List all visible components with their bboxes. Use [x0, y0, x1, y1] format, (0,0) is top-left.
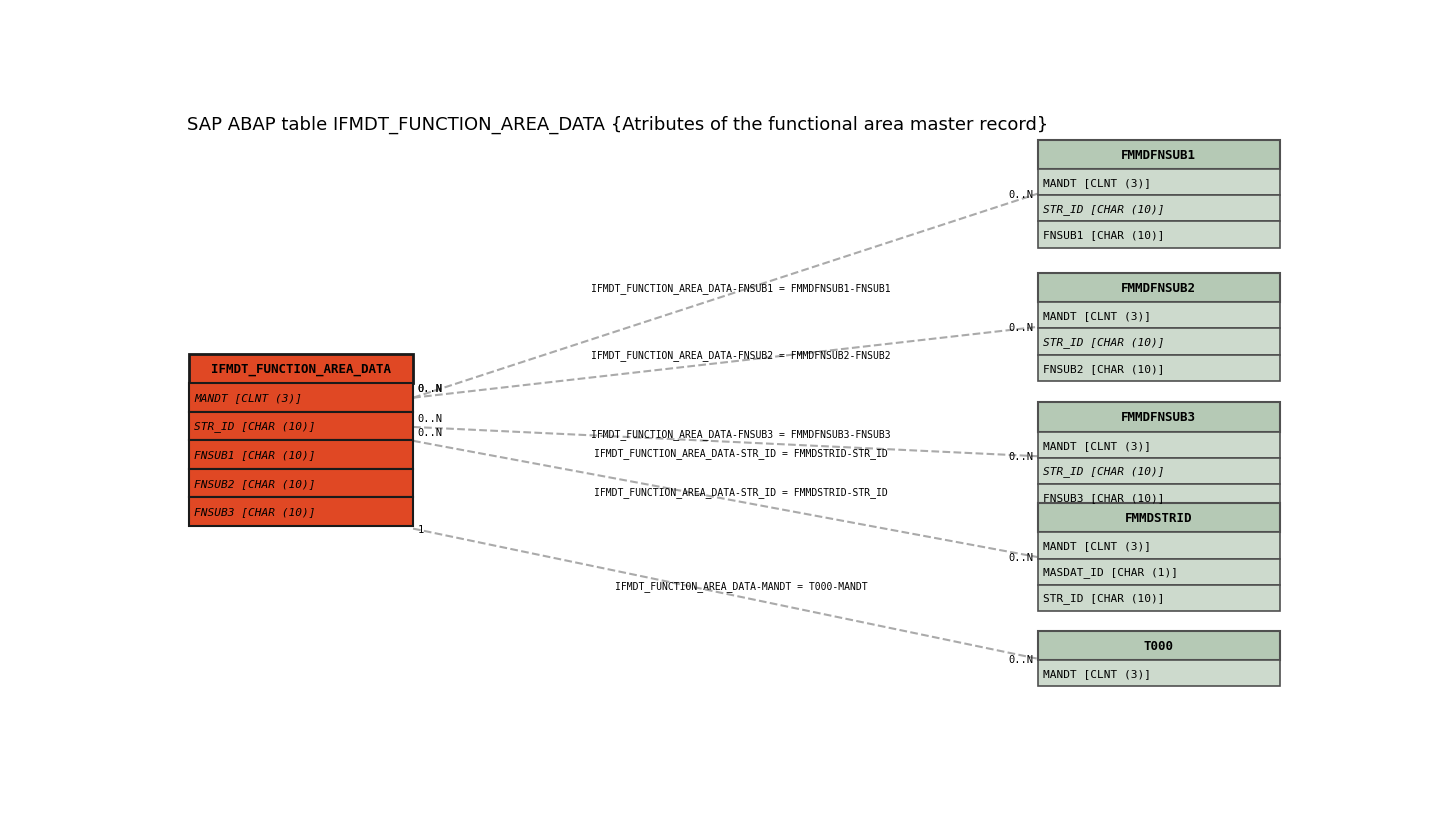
Text: 0..N: 0..N — [418, 414, 442, 423]
Bar — [1038, 585, 1280, 611]
Text: FMMDFNSUB2: FMMDFNSUB2 — [1121, 282, 1196, 295]
Bar — [1038, 196, 1280, 222]
Text: T000: T000 — [1144, 640, 1174, 653]
Text: STR_ID [CHAR (10)]: STR_ID [CHAR (10)] — [1042, 337, 1164, 347]
Text: 0..N: 0..N — [1008, 323, 1032, 333]
Text: MANDT [CLNT (3)]: MANDT [CLNT (3)] — [1042, 668, 1151, 678]
Bar — [1038, 141, 1280, 170]
Text: FNSUB2 [CHAR (10)]: FNSUB2 [CHAR (10)] — [195, 478, 316, 488]
Bar — [189, 497, 412, 526]
Text: STR_ID [CHAR (10)]: STR_ID [CHAR (10)] — [1042, 593, 1164, 604]
Bar — [189, 469, 412, 497]
Text: IFMDT_FUNCTION_AREA_DATA: IFMDT_FUNCTION_AREA_DATA — [211, 363, 391, 375]
Text: FNSUB1 [CHAR (10)]: FNSUB1 [CHAR (10)] — [1042, 230, 1164, 240]
Bar — [1038, 660, 1280, 686]
Text: 0..N: 0..N — [418, 427, 442, 437]
Text: FNSUB3 [CHAR (10)]: FNSUB3 [CHAR (10)] — [195, 507, 316, 517]
Text: FNSUB2 [CHAR (10)]: FNSUB2 [CHAR (10)] — [1042, 364, 1164, 373]
Text: 0..N: 0..N — [418, 384, 442, 394]
Text: 0..N: 0..N — [1008, 451, 1032, 462]
Text: IFMDT_FUNCTION_AREA_DATA-STR_ID = FMMDSTRID-STR_ID: IFMDT_FUNCTION_AREA_DATA-STR_ID = FMMDST… — [594, 447, 888, 459]
Bar — [1038, 484, 1280, 510]
Text: IFMDT_FUNCTION_AREA_DATA-MANDT = T000-MANDT: IFMDT_FUNCTION_AREA_DATA-MANDT = T000-MA… — [614, 581, 868, 591]
Text: SAP ABAP table IFMDT_FUNCTION_AREA_DATA {Atributes of the functional area master: SAP ABAP table IFMDT_FUNCTION_AREA_DATA … — [186, 115, 1048, 133]
Bar — [1038, 222, 1280, 248]
Bar — [1038, 329, 1280, 355]
Text: FMMDFNSUB3: FMMDFNSUB3 — [1121, 411, 1196, 424]
Text: IFMDT_FUNCTION_AREA_DATA-FNSUB1 = FMMDFNSUB1-FNSUB1: IFMDT_FUNCTION_AREA_DATA-FNSUB1 = FMMDFN… — [591, 283, 891, 294]
Bar — [1038, 403, 1280, 432]
Text: 0..N: 0..N — [1008, 654, 1032, 664]
Bar — [189, 355, 412, 383]
Bar — [1038, 274, 1280, 303]
Text: STR_ID [CHAR (10)]: STR_ID [CHAR (10)] — [1042, 204, 1164, 215]
Text: IFMDT_FUNCTION_AREA_DATA-FNSUB3 = FMMDFNSUB3-FNSUB3: IFMDT_FUNCTION_AREA_DATA-FNSUB3 = FMMDFN… — [591, 429, 891, 440]
Text: STR_ID [CHAR (10)]: STR_ID [CHAR (10)] — [1042, 466, 1164, 477]
Text: MASDAT_ID [CHAR (1)]: MASDAT_ID [CHAR (1)] — [1042, 567, 1179, 577]
Bar — [189, 383, 412, 412]
Text: FNSUB3 [CHAR (10)]: FNSUB3 [CHAR (10)] — [1042, 492, 1164, 502]
Bar — [1038, 504, 1280, 533]
Text: MANDT [CLNT (3)]: MANDT [CLNT (3)] — [1042, 311, 1151, 321]
Bar — [1038, 303, 1280, 329]
Text: 0..N: 0..N — [418, 384, 442, 394]
Bar — [1038, 533, 1280, 559]
Text: 0..N: 0..N — [1008, 553, 1032, 563]
Text: STR_ID [CHAR (10)]: STR_ID [CHAR (10)] — [195, 421, 316, 432]
Text: 1: 1 — [418, 524, 424, 534]
Text: 0..N: 0..N — [1008, 189, 1032, 199]
Bar — [1038, 432, 1280, 458]
Bar — [1038, 458, 1280, 484]
Bar — [1038, 170, 1280, 196]
Bar — [189, 412, 412, 441]
Bar — [189, 441, 412, 469]
Text: FMMDSTRID: FMMDSTRID — [1126, 512, 1193, 525]
Text: FNSUB1 [CHAR (10)]: FNSUB1 [CHAR (10)] — [195, 450, 316, 459]
Bar — [1038, 355, 1280, 382]
Text: FMMDFNSUB1: FMMDFNSUB1 — [1121, 149, 1196, 161]
Bar — [1038, 559, 1280, 585]
Bar — [1038, 631, 1280, 660]
Text: IFMDT_FUNCTION_AREA_DATA-STR_ID = FMMDSTRID-STR_ID: IFMDT_FUNCTION_AREA_DATA-STR_ID = FMMDST… — [594, 486, 888, 497]
Text: MANDT [CLNT (3)]: MANDT [CLNT (3)] — [1042, 178, 1151, 188]
Text: IFMDT_FUNCTION_AREA_DATA-FNSUB2 = FMMDFNSUB2-FNSUB2: IFMDT_FUNCTION_AREA_DATA-FNSUB2 = FMMDFN… — [591, 350, 891, 360]
Text: MANDT [CLNT (3)]: MANDT [CLNT (3)] — [1042, 440, 1151, 450]
Text: MANDT [CLNT (3)]: MANDT [CLNT (3)] — [195, 393, 302, 403]
Text: MANDT [CLNT (3)]: MANDT [CLNT (3)] — [1042, 541, 1151, 551]
